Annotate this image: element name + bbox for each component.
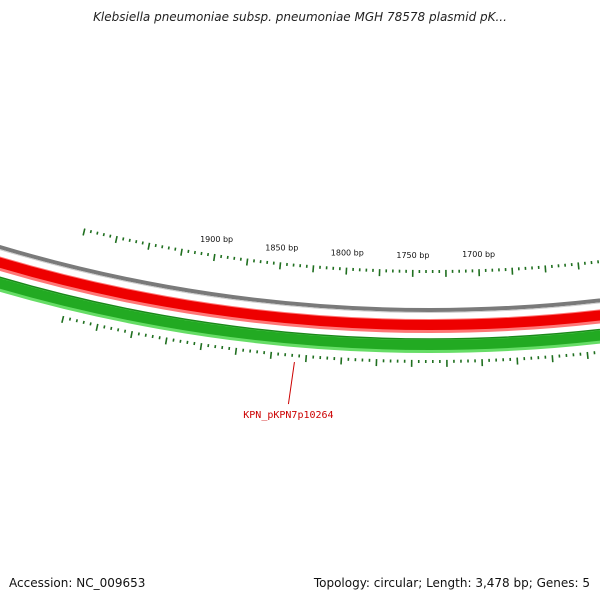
tick-mark xyxy=(551,355,554,363)
feature-tracks xyxy=(0,244,600,353)
tick-mark xyxy=(586,351,589,360)
tick-label: 1900 bp xyxy=(200,235,233,244)
summary-text: Topology: circular; Length: 3,478 bp; Ge… xyxy=(313,576,590,590)
tick-mark xyxy=(269,351,273,359)
tick-mark xyxy=(61,315,65,324)
tick-mark xyxy=(577,262,580,270)
tick-mark xyxy=(161,245,164,249)
tick-mark xyxy=(130,330,134,339)
tick-labels: 1900 bp 1850 bp 1800 bp 1750 bp 1700 bp xyxy=(200,235,495,260)
tick-label: 1850 bp xyxy=(265,243,298,252)
tick-mark xyxy=(141,241,144,245)
green-track-edge xyxy=(0,276,600,340)
tick-mark xyxy=(89,229,93,234)
tick-mark xyxy=(102,232,105,237)
tick-label: 1750 bp xyxy=(396,251,429,260)
tick-mark xyxy=(144,333,147,337)
tick-mark xyxy=(279,262,282,270)
backbone-track xyxy=(0,244,600,312)
tick-mark xyxy=(167,246,170,250)
tick-mark xyxy=(109,234,112,238)
tick-label: 1800 bp xyxy=(331,249,364,258)
tick-mark xyxy=(147,242,151,250)
tick-mark xyxy=(164,337,168,345)
tick-mark xyxy=(199,342,203,351)
tick-mark xyxy=(95,323,99,331)
tick-mark xyxy=(82,320,85,325)
accession-label: Accession: xyxy=(9,576,73,590)
tick-mark xyxy=(89,322,92,326)
accession-value: NC_009653 xyxy=(76,576,146,590)
green-track-outline xyxy=(0,277,600,353)
tick-mark xyxy=(137,332,140,336)
outer-ticks xyxy=(82,228,600,277)
tick-mark xyxy=(174,247,177,251)
red-feature-track xyxy=(0,257,600,330)
tick-mark xyxy=(114,235,118,244)
green-feature-track xyxy=(0,278,600,350)
tick-mark xyxy=(245,258,249,266)
tick-mark xyxy=(117,328,120,332)
tick-mark xyxy=(135,240,138,244)
tick-mark xyxy=(234,347,238,355)
inner-ticks xyxy=(61,315,596,367)
tick-mark xyxy=(154,243,157,248)
tick-mark xyxy=(212,253,216,262)
tick-mark xyxy=(151,334,154,339)
backbone-highlight xyxy=(0,249,600,313)
tick-mark xyxy=(68,317,72,321)
tick-mark xyxy=(110,326,113,331)
tick-label: 1700 bp xyxy=(462,250,495,259)
tick-mark xyxy=(128,238,131,242)
tick-mark xyxy=(312,265,315,273)
gene-annotation: KPN_pKPN7p10264 xyxy=(243,362,334,421)
gene-leader-line xyxy=(287,362,295,405)
tick-mark xyxy=(123,329,127,333)
tick-mark xyxy=(103,325,106,329)
tick-mark xyxy=(544,265,547,273)
tick-mark xyxy=(158,336,161,340)
tick-mark xyxy=(96,231,99,235)
tick-mark xyxy=(122,237,125,241)
tick-mark xyxy=(82,228,86,236)
tick-mark xyxy=(304,354,308,363)
accession-text: Accession: NC_009653 xyxy=(9,576,145,590)
tick-mark xyxy=(75,319,78,323)
gene-label: KPN_pKPN7p10264 xyxy=(243,410,333,421)
tick-mark xyxy=(180,248,183,256)
map-title: Klebsiella pneumoniae subsp. pneumoniae … xyxy=(93,10,507,24)
